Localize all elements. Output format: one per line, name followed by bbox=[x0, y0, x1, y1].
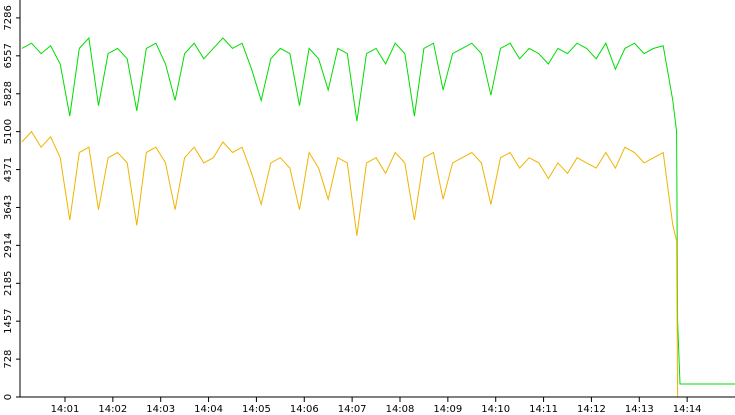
x-tick-label: 14:06 bbox=[290, 404, 319, 415]
y-tick-label: 3643 bbox=[3, 195, 14, 220]
y-tick-label: 5100 bbox=[3, 119, 14, 144]
x-tick-label: 14:07 bbox=[338, 404, 367, 415]
y-tick-label: 6557 bbox=[3, 43, 14, 68]
x-tick-label: 14:10 bbox=[481, 404, 510, 415]
x-tick-label: 14:05 bbox=[242, 404, 271, 415]
x-tick-label: 14:01 bbox=[51, 404, 80, 415]
x-tick-label: 14:08 bbox=[386, 404, 415, 415]
x-tick-label: 14:04 bbox=[194, 404, 223, 415]
y-tick-label: 728 bbox=[3, 350, 14, 369]
x-tick-label: 14:11 bbox=[529, 404, 558, 415]
x-tick-label: 14:02 bbox=[98, 404, 127, 415]
y-tick-label: 4371 bbox=[3, 157, 14, 182]
y-tick-label: 0 bbox=[3, 394, 14, 400]
series-line bbox=[21, 36, 735, 385]
y-tick-label: 2185 bbox=[3, 271, 14, 296]
x-tick-label: 14:14 bbox=[673, 404, 702, 415]
series-line bbox=[21, 130, 735, 398]
x-tick-label: 14:09 bbox=[433, 404, 462, 415]
y-tick-label: 2914 bbox=[3, 233, 14, 258]
y-tick-label: 1457 bbox=[3, 308, 14, 333]
x-tick-label: 14:03 bbox=[146, 404, 175, 415]
x-tick-label: 14:12 bbox=[577, 404, 606, 415]
x-tick-label: 14:13 bbox=[625, 404, 654, 415]
y-tick-label: 5828 bbox=[3, 81, 14, 106]
y-tick-label: 7286 bbox=[3, 5, 14, 30]
